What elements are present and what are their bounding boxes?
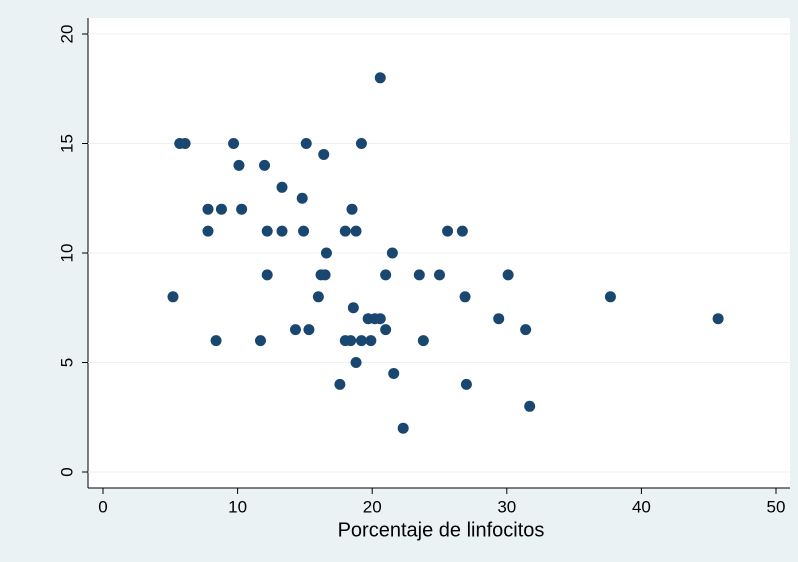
point xyxy=(334,378,346,390)
point xyxy=(210,335,222,347)
point xyxy=(303,324,315,336)
point xyxy=(386,247,398,259)
point xyxy=(365,335,377,347)
point xyxy=(345,335,357,347)
point xyxy=(459,291,471,303)
point xyxy=(261,225,273,237)
x-tick-label: 40 xyxy=(632,497,651,516)
point xyxy=(261,269,273,281)
point xyxy=(520,324,532,336)
point xyxy=(417,335,429,347)
y-tick-label: 15 xyxy=(57,134,76,153)
point xyxy=(346,203,358,215)
point xyxy=(442,225,454,237)
point xyxy=(502,269,514,281)
point xyxy=(318,148,330,160)
point xyxy=(179,138,191,149)
point xyxy=(712,313,724,325)
point xyxy=(233,159,245,171)
point xyxy=(276,181,288,193)
point xyxy=(460,378,472,390)
point xyxy=(289,324,301,336)
point xyxy=(228,138,240,149)
point xyxy=(298,225,310,237)
point xyxy=(355,335,367,347)
point xyxy=(167,291,179,303)
point xyxy=(380,324,392,336)
point xyxy=(320,247,332,259)
point xyxy=(276,225,288,237)
y-tick-label: 10 xyxy=(57,244,76,263)
x-tick-label: 10 xyxy=(228,497,247,516)
point xyxy=(355,138,367,149)
x-tick-label: 0 xyxy=(98,497,107,516)
point xyxy=(434,269,445,281)
point xyxy=(524,400,536,412)
point xyxy=(604,291,616,303)
point xyxy=(312,291,324,303)
point xyxy=(202,203,214,215)
point xyxy=(347,302,359,314)
point xyxy=(215,203,227,215)
x-tick-label: 20 xyxy=(363,497,382,516)
point xyxy=(339,225,351,237)
point xyxy=(388,367,400,379)
point xyxy=(493,313,505,325)
x-tick-label: 50 xyxy=(767,497,786,516)
y-tick-label: 5 xyxy=(57,358,76,367)
point xyxy=(380,269,392,281)
point xyxy=(319,269,331,281)
y-tick-label: 20 xyxy=(57,25,76,44)
point xyxy=(413,269,425,281)
y-tick-label: 0 xyxy=(57,467,76,476)
point xyxy=(202,225,214,237)
point xyxy=(374,72,386,84)
point xyxy=(456,225,468,237)
point xyxy=(300,138,312,149)
x-tick-label: 30 xyxy=(497,497,516,516)
point xyxy=(236,203,248,215)
point xyxy=(350,357,362,368)
point xyxy=(254,335,266,347)
point xyxy=(296,192,308,204)
x-axis-title: Porcentaje de linfocitos xyxy=(338,519,545,541)
point xyxy=(259,159,271,171)
point xyxy=(350,225,362,237)
point xyxy=(374,313,386,325)
point xyxy=(397,422,409,434)
